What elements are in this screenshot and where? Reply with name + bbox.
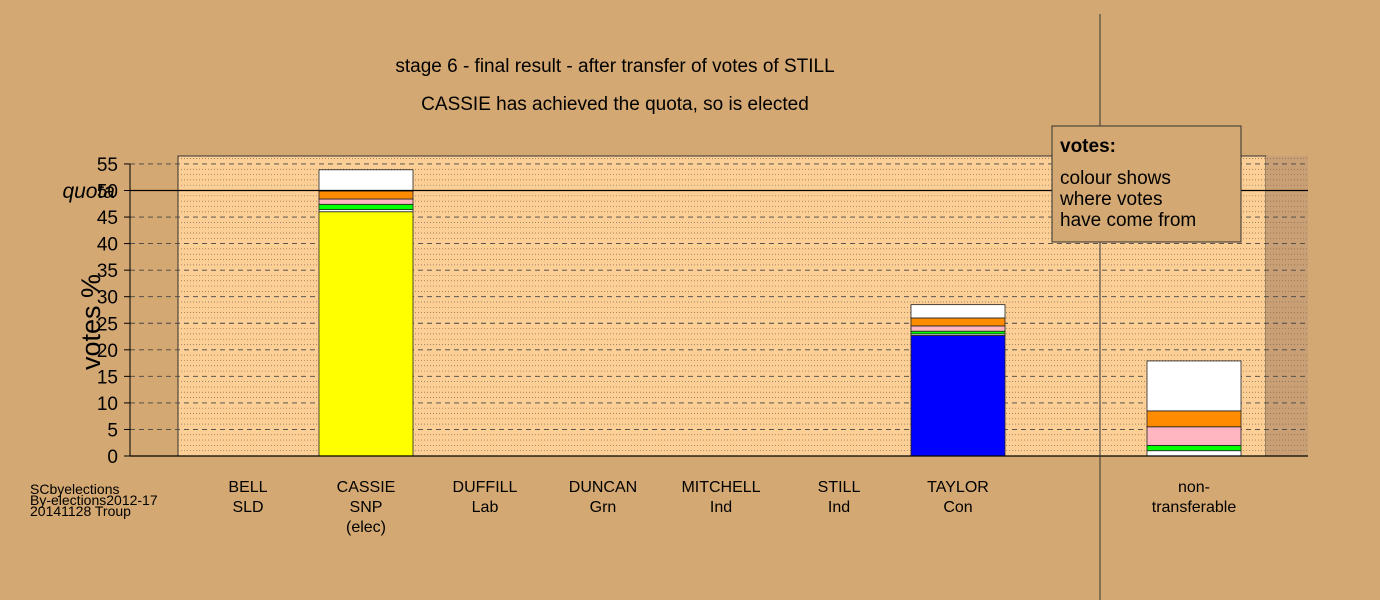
footer-line-3: 20141128 Troup (30, 503, 131, 519)
y-tick-label: 5 (107, 420, 118, 441)
x-category-label: TAYLOR (927, 479, 989, 496)
y-tick-label: 55 (97, 155, 118, 176)
chart-subtitle: CASSIE has achieved the quota, so is ele… (421, 94, 809, 115)
bar-segment-non-4 (1146, 360, 1242, 412)
x-category-label: DUNCAN (569, 479, 637, 496)
bar-segment-cassie-0 (318, 211, 414, 457)
y-tick-labels: 0 5 10 15 20 25 30 35 40 45 50 55 (97, 155, 118, 468)
x-category-label: Ind (828, 499, 850, 516)
x-category-label: CASSIE (337, 479, 396, 496)
x-category-label: SNP (350, 499, 383, 516)
bar-segment-taylor-4 (910, 317, 1006, 327)
x-category-label: SLD (232, 499, 263, 516)
x-category-label: BELL (228, 479, 267, 496)
footer-line-2: By-elections2012-17 (30, 492, 158, 508)
x-category-label: Lab (472, 499, 499, 516)
bar-segment-taylor-0 (910, 335, 1006, 457)
bar-segment-cassie-5 (318, 169, 414, 192)
gridlines (130, 158, 1308, 452)
y-tick-label: 20 (97, 341, 118, 362)
quota-label: quota (62, 180, 115, 203)
bar-segment-cassie-4 (318, 190, 414, 200)
x-category-label: transferable (1152, 499, 1237, 516)
y-tick-label: 30 (97, 288, 118, 309)
y-tick-label: 25 (97, 314, 118, 335)
y-tick-label: 50 (97, 182, 118, 203)
x-category-label: Ind (710, 499, 732, 516)
bar-segment-taylor-5 (910, 304, 1006, 319)
y-tick-label: 35 (97, 261, 118, 282)
bar-segment-cassie-2 (318, 203, 414, 211)
x-category-labels: BELL SLD CASSIE SNP (elec) DUFFILL Lab DUNCAN Gr… (228, 479, 1236, 536)
legend-box (1051, 125, 1242, 243)
x-category-label: DUFFILL (453, 479, 518, 496)
y-tick-label: 15 (97, 367, 118, 388)
bar-segment-non-3 (1146, 410, 1242, 428)
chart-title: stage 6 - final result - after transfer … (395, 56, 834, 77)
legend-title: votes: (1060, 136, 1116, 157)
x-category-label: (elec) (346, 519, 386, 536)
legend-line-3: have come from (1060, 210, 1196, 231)
footer-line-1: SCbyelections (30, 481, 120, 497)
y-tick-label: 0 (107, 447, 118, 468)
x-category-label: Grn (590, 499, 617, 516)
right-band (1266, 156, 1308, 456)
legend-line-1: colour shows (1060, 168, 1171, 189)
x-category-label: MITCHELL (681, 479, 760, 496)
x-category-label: Con (943, 499, 972, 516)
y-tick-label: 45 (97, 208, 118, 229)
bar-segment-non-2 (1146, 426, 1242, 446)
y-tick-label: 40 (97, 235, 118, 256)
bar-segment-non-0 (1146, 450, 1242, 457)
bar-segment-non-1 (1146, 444, 1242, 452)
x-category-label: STILL (818, 479, 861, 496)
bar-segment-taylor-3 (910, 325, 1006, 332)
x-category-label: non- (1178, 479, 1210, 496)
legend: votes: colour shows where votes have com… (1051, 125, 1242, 243)
y-axis-label: votes % (76, 274, 106, 370)
y-tick-label: 10 (97, 394, 118, 415)
bars (318, 169, 1242, 457)
bar-segment-cassie-3 (318, 198, 414, 205)
legend-line-2: where votes (1059, 189, 1162, 210)
